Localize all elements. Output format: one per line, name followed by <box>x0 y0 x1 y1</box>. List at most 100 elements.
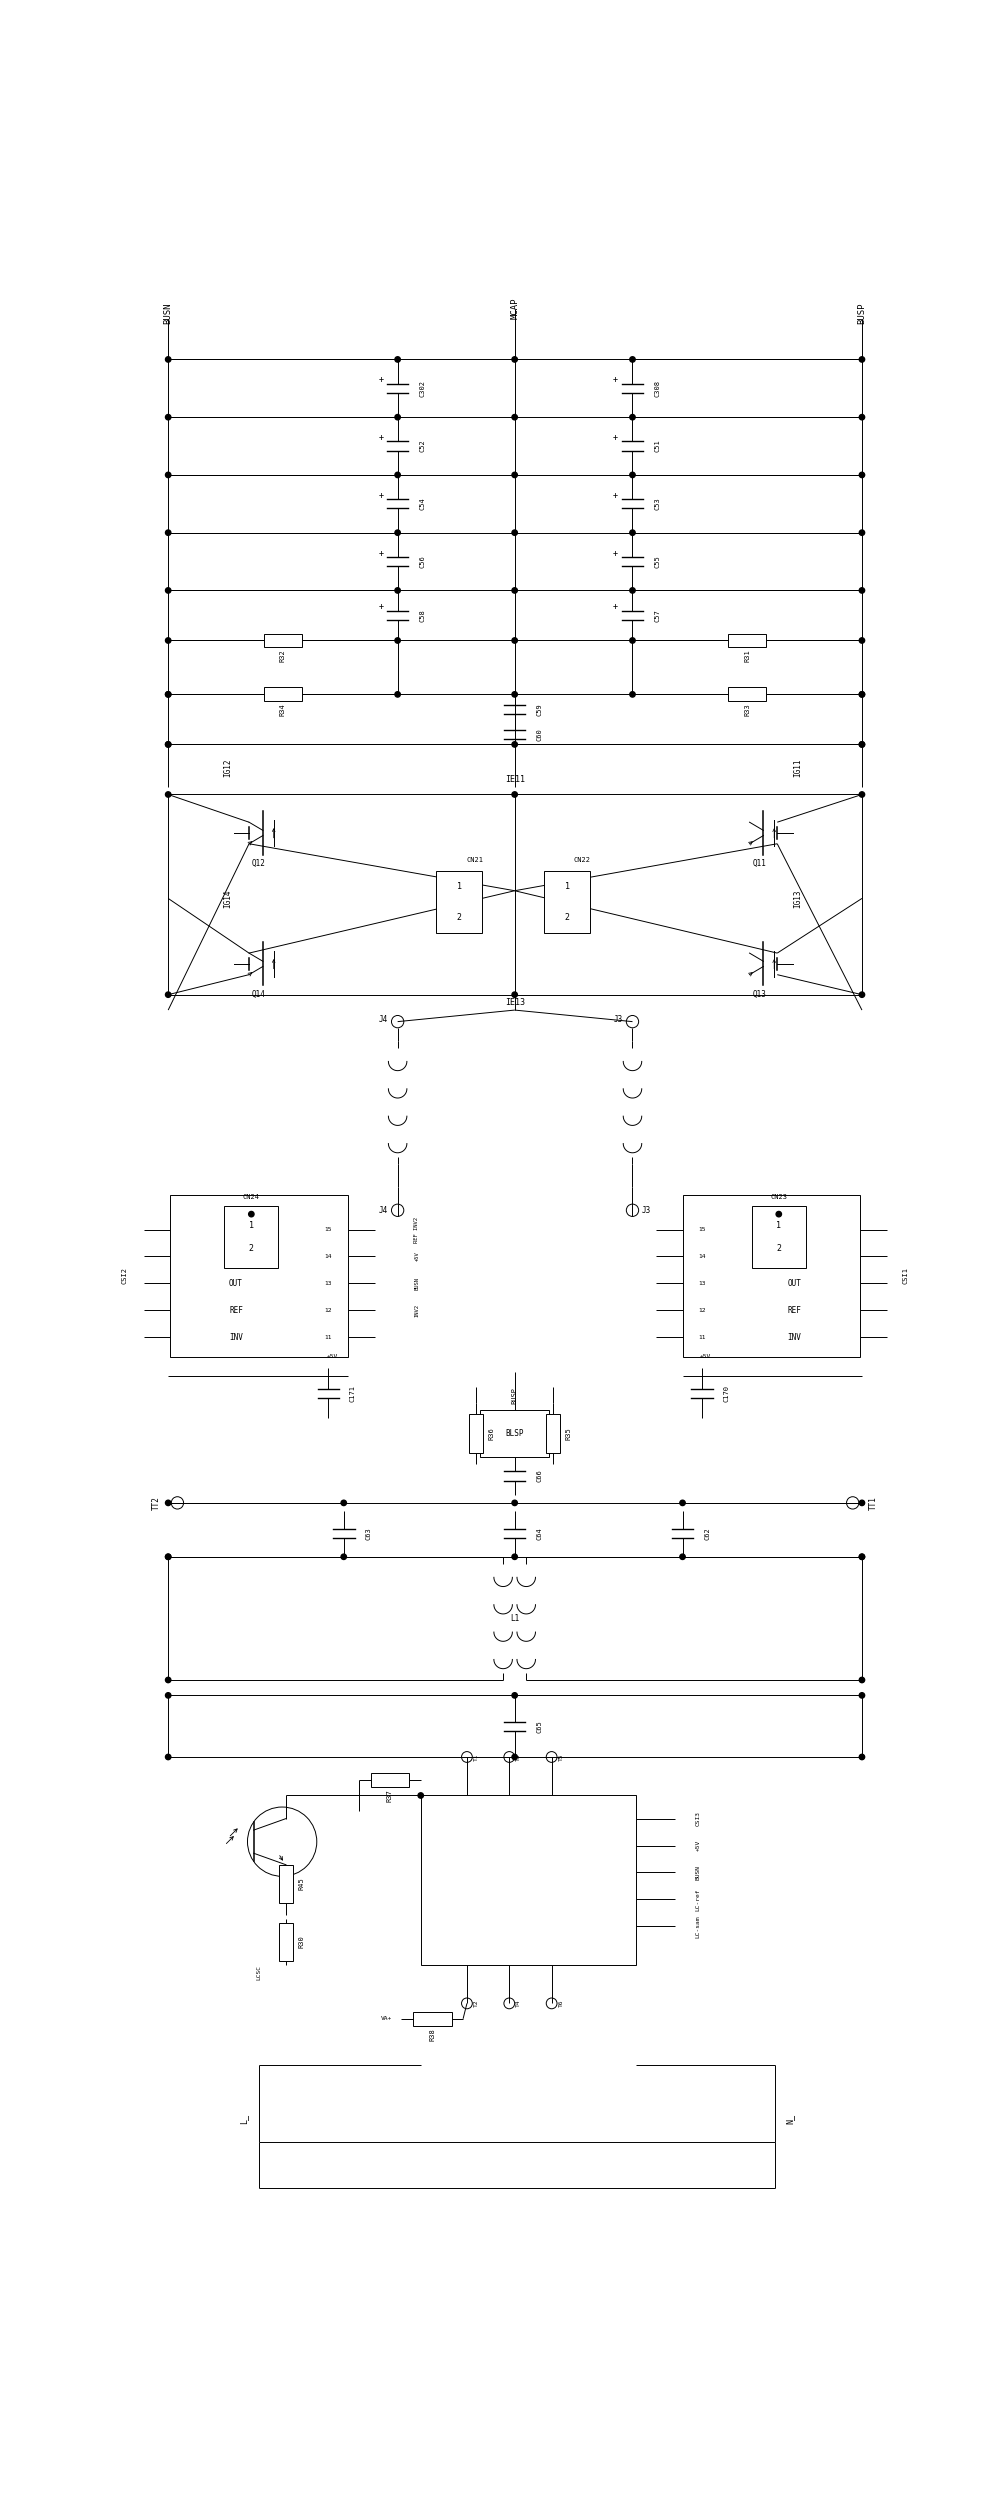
Bar <box>224 1207 278 1267</box>
Text: IE13: IE13 <box>505 998 525 1008</box>
Circle shape <box>512 1692 518 1697</box>
Circle shape <box>859 1692 864 1697</box>
Text: N_: N_ <box>786 2114 795 2124</box>
Text: T3: T3 <box>516 1752 521 1760</box>
Circle shape <box>512 415 518 420</box>
Text: +5V: +5V <box>700 1355 712 1360</box>
Text: C58: C58 <box>419 608 425 621</box>
Circle shape <box>248 1212 254 1217</box>
Text: LCSC: LCSC <box>256 1966 261 1981</box>
Circle shape <box>166 1692 171 1697</box>
Text: R35: R35 <box>566 1428 572 1441</box>
Bar <box>279 1865 292 1903</box>
Circle shape <box>395 530 400 535</box>
Text: C64: C64 <box>537 1529 543 1541</box>
Text: GND: GND <box>229 1252 243 1262</box>
Text: 13: 13 <box>698 1282 706 1287</box>
Circle shape <box>512 1501 518 1506</box>
Circle shape <box>512 792 518 797</box>
Circle shape <box>166 1501 171 1506</box>
Text: 2: 2 <box>776 1244 781 1254</box>
Text: CN22: CN22 <box>574 857 591 862</box>
Bar <box>371 1772 409 1787</box>
Text: 13: 13 <box>325 1282 332 1287</box>
Bar <box>436 872 482 933</box>
Text: T2: T2 <box>473 1999 478 2006</box>
Text: VCC: VCC <box>787 1224 801 1234</box>
Text: IG14: IG14 <box>224 890 233 908</box>
Circle shape <box>859 415 864 420</box>
Circle shape <box>630 357 635 362</box>
Text: GND: GND <box>787 1252 801 1262</box>
Circle shape <box>859 357 864 362</box>
Circle shape <box>166 357 171 362</box>
Text: 2: 2 <box>249 1244 254 1254</box>
Bar <box>171 1194 348 1358</box>
Circle shape <box>679 1501 685 1506</box>
Bar <box>263 634 303 649</box>
Circle shape <box>166 1554 171 1559</box>
Circle shape <box>630 639 635 644</box>
Text: CN23: CN23 <box>770 1194 787 1199</box>
Text: INV2: INV2 <box>414 1305 419 1317</box>
Circle shape <box>859 742 864 747</box>
Circle shape <box>859 1554 864 1559</box>
Text: BUSN: BUSN <box>164 302 173 324</box>
Bar <box>547 1415 560 1453</box>
Text: +: + <box>613 375 618 385</box>
Text: TT1: TT1 <box>869 1496 878 1511</box>
Circle shape <box>859 639 864 644</box>
Text: Q13: Q13 <box>753 991 767 998</box>
Text: C171: C171 <box>350 1385 356 1403</box>
Text: INV: INV <box>229 1332 243 1342</box>
Text: BLSP: BLSP <box>506 1428 524 1438</box>
Text: CSI3: CSI3 <box>695 1810 700 1825</box>
Circle shape <box>859 792 864 797</box>
Circle shape <box>166 742 171 747</box>
Circle shape <box>512 639 518 644</box>
Circle shape <box>630 473 635 478</box>
Text: +: + <box>613 548 618 558</box>
Text: Q14: Q14 <box>252 991 266 998</box>
Text: 2: 2 <box>565 913 570 923</box>
Text: 12: 12 <box>698 1307 706 1312</box>
Text: J3: J3 <box>614 1016 623 1023</box>
Circle shape <box>630 691 635 696</box>
Text: REF: REF <box>229 1305 243 1315</box>
Circle shape <box>166 691 171 696</box>
Text: J3: J3 <box>642 1207 651 1214</box>
Circle shape <box>859 530 864 535</box>
Circle shape <box>859 1755 864 1760</box>
Circle shape <box>776 1212 782 1217</box>
Text: +5V: +5V <box>327 1355 338 1360</box>
Text: C53: C53 <box>654 498 660 510</box>
Text: C308: C308 <box>654 380 660 397</box>
Text: OUT: OUT <box>229 1280 243 1287</box>
Text: REF: REF <box>787 1305 801 1315</box>
Text: R34: R34 <box>280 704 285 716</box>
Circle shape <box>341 1501 347 1506</box>
Circle shape <box>859 1554 864 1559</box>
Bar <box>728 634 767 649</box>
Text: 1: 1 <box>456 882 461 892</box>
Circle shape <box>512 357 518 362</box>
Text: R31: R31 <box>745 649 750 661</box>
Text: J4: J4 <box>379 1016 388 1023</box>
Circle shape <box>395 639 400 644</box>
Text: L1: L1 <box>511 1614 520 1624</box>
Text: CSI1: CSI1 <box>902 1267 909 1285</box>
Text: BUSN: BUSN <box>695 1865 700 1880</box>
Circle shape <box>859 473 864 478</box>
Text: 11: 11 <box>698 1335 706 1340</box>
Bar <box>279 1923 292 1961</box>
Text: 2: 2 <box>456 913 461 923</box>
Text: C63: C63 <box>366 1529 372 1541</box>
Text: BUSP: BUSP <box>857 302 866 324</box>
Text: C52: C52 <box>419 440 425 453</box>
Circle shape <box>341 1554 347 1559</box>
Text: C55: C55 <box>654 556 660 568</box>
Text: CN21: CN21 <box>466 857 483 862</box>
Circle shape <box>512 742 518 747</box>
Circle shape <box>166 530 171 535</box>
Text: C51: C51 <box>654 440 660 453</box>
